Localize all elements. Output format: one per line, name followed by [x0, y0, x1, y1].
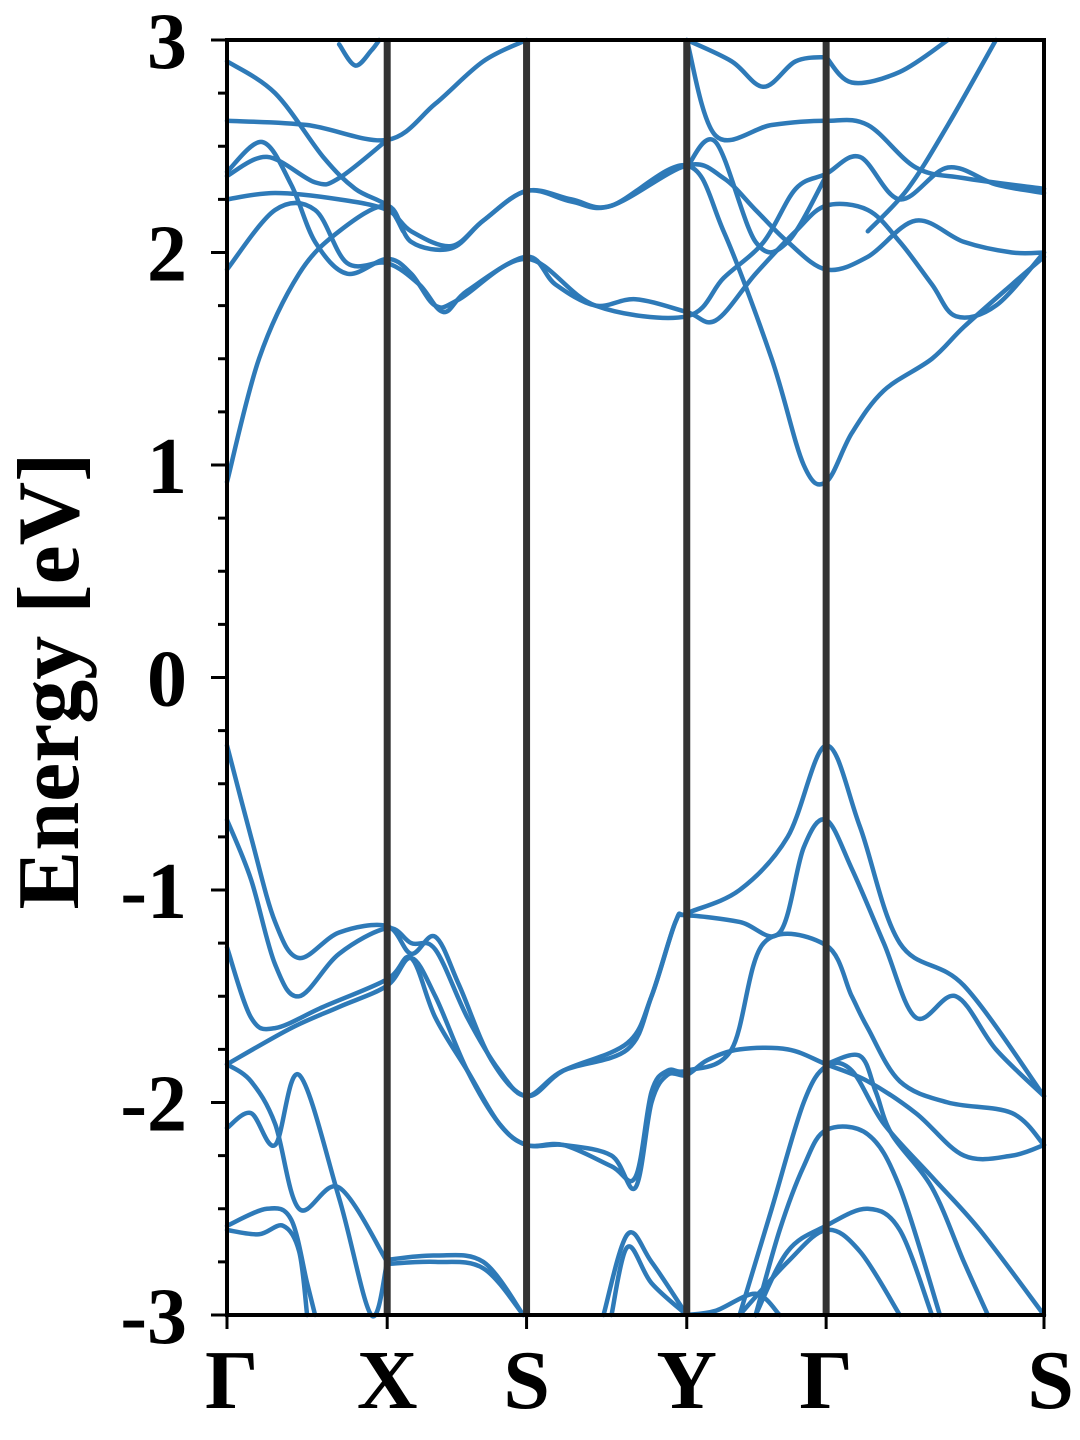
y-tick-label: 2	[147, 211, 187, 299]
band-line-24	[601, 1230, 690, 1318]
band-line-25	[609, 1244, 690, 1318]
band-line-3	[224, 162, 1047, 273]
x-tick-label: X	[357, 1334, 418, 1427]
band-line-23	[384, 1252, 526, 1318]
band-line-7	[224, 137, 390, 187]
band-line-20	[224, 1206, 318, 1318]
y-axis-label: Energy [eV]	[1, 453, 98, 910]
band-line-27	[737, 1060, 1047, 1318]
high-symmetry-lines	[383, 40, 830, 1315]
x-tick-label: Γ	[799, 1334, 852, 1427]
x-tick-label: Y	[656, 1334, 717, 1427]
x-tick-label: Γ	[205, 1334, 258, 1427]
band-line-9	[684, 37, 1047, 192]
y-tick-label: 1	[147, 423, 187, 511]
y-tick-label: -1	[120, 848, 187, 936]
band-line-12	[684, 37, 829, 90]
band-line-11	[823, 37, 951, 86]
band-line-13	[865, 37, 999, 234]
x-tick-label: S	[1027, 1334, 1074, 1427]
plot-frame	[225, 38, 1046, 1317]
band-lines	[224, 37, 1047, 1319]
band-line-22	[384, 1259, 526, 1318]
y-tick-label: 0	[147, 636, 187, 724]
band-line-17	[224, 955, 1047, 1192]
band-line-16	[224, 931, 1047, 1184]
y-tick-labels: 3 2 1 0 -1 -2 -3	[120, 0, 187, 1361]
band-line-18	[224, 1062, 390, 1265]
band-line-14	[224, 743, 1047, 1099]
band-line-15	[224, 817, 1047, 1099]
band-line-28	[823, 1052, 991, 1318]
band-line-4	[224, 139, 1047, 321]
band-line-29	[753, 1206, 935, 1318]
band-line-31	[684, 1291, 782, 1318]
band-line-1	[224, 163, 1047, 487]
band-line-8	[336, 37, 382, 68]
y-tick-label: -2	[120, 1061, 187, 1149]
y-tick-label: 3	[147, 0, 187, 86]
x-tick-label: S	[503, 1334, 550, 1427]
band-line-21	[224, 1223, 310, 1318]
y-tick-label: -3	[120, 1273, 187, 1361]
band-line-10	[684, 137, 829, 255]
